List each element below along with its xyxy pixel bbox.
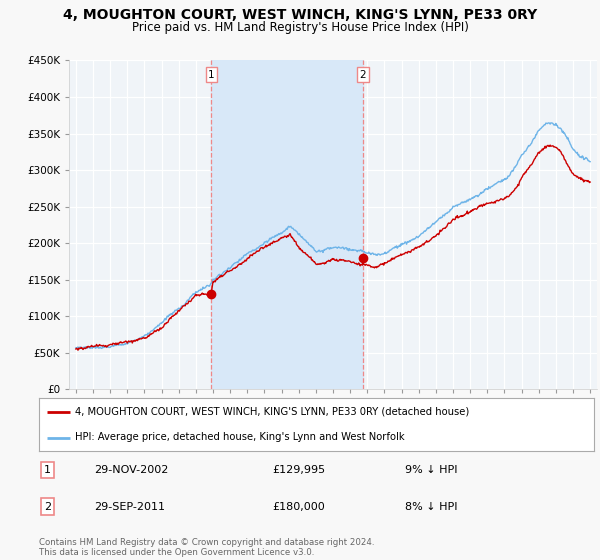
Text: 29-SEP-2011: 29-SEP-2011 bbox=[95, 502, 166, 511]
Text: £180,000: £180,000 bbox=[272, 502, 325, 511]
Text: 1: 1 bbox=[208, 69, 215, 80]
Text: HPI: Average price, detached house, King's Lynn and West Norfolk: HPI: Average price, detached house, King… bbox=[75, 432, 404, 442]
Text: Contains HM Land Registry data © Crown copyright and database right 2024.
This d: Contains HM Land Registry data © Crown c… bbox=[39, 538, 374, 557]
Text: £129,995: £129,995 bbox=[272, 465, 325, 475]
Text: 2: 2 bbox=[359, 69, 366, 80]
Text: 2: 2 bbox=[44, 502, 51, 511]
Text: 4, MOUGHTON COURT, WEST WINCH, KING'S LYNN, PE33 0RY: 4, MOUGHTON COURT, WEST WINCH, KING'S LY… bbox=[63, 8, 537, 22]
Text: 8% ↓ HPI: 8% ↓ HPI bbox=[406, 502, 458, 511]
Text: 1: 1 bbox=[44, 465, 51, 475]
Bar bbox=[211, 60, 363, 389]
Text: 4, MOUGHTON COURT, WEST WINCH, KING'S LYNN, PE33 0RY (detached house): 4, MOUGHTON COURT, WEST WINCH, KING'S LY… bbox=[75, 407, 469, 417]
Text: Price paid vs. HM Land Registry's House Price Index (HPI): Price paid vs. HM Land Registry's House … bbox=[131, 21, 469, 34]
Text: 29-NOV-2002: 29-NOV-2002 bbox=[95, 465, 169, 475]
Text: 9% ↓ HPI: 9% ↓ HPI bbox=[406, 465, 458, 475]
